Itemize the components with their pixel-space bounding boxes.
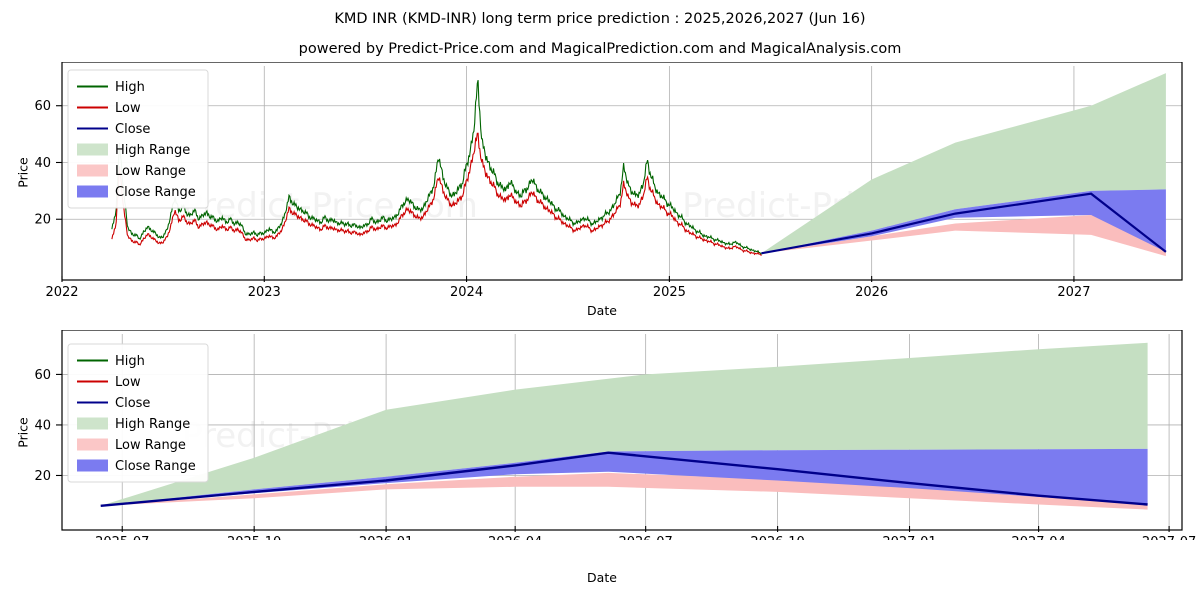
page-title: KMD INR (KMD-INR) long term price predic… [334, 11, 866, 27]
low-range-band [761, 215, 1166, 257]
svg-text:2025: 2025 [653, 285, 686, 300]
svg-text:Close Range: Close Range [115, 459, 196, 474]
svg-text:2022: 2022 [45, 285, 78, 300]
page-subtitle: powered by Predict-Price.com and Magical… [298, 41, 902, 57]
legend-item-low-range: Low Range [77, 164, 186, 179]
high-line-historical [111, 79, 762, 255]
svg-text:2027-01: 2027-01 [882, 535, 936, 540]
axis-ticks-top: 20 40 60 2022 2023 2024 2025 2026 2027 [34, 99, 1090, 300]
svg-text:2026-04: 2026-04 [488, 535, 542, 540]
svg-text:High Range: High Range [115, 417, 190, 432]
svg-text:60: 60 [34, 368, 51, 383]
close-range-band [100, 448, 1148, 506]
svg-text:20: 20 [34, 213, 51, 228]
close-line-forecast [761, 192, 1167, 255]
svg-text:20: 20 [34, 469, 51, 484]
low-line-historical [111, 132, 762, 257]
legend-item-close-range: Close Range [77, 459, 196, 474]
svg-text:Close: Close [115, 396, 150, 411]
legend-item-close: Close [77, 122, 150, 137]
close-range-band [761, 189, 1166, 254]
legend-item-low: Low [77, 101, 141, 116]
legend-bottom: High Low Close High Range Low Range Close Ran… [67, 343, 209, 483]
svg-text:2027-07: 2027-07 [1142, 535, 1196, 540]
svg-text:Low Range: Low Range [115, 438, 186, 453]
high-range-band [100, 342, 1148, 506]
svg-text:2026-01: 2026-01 [359, 535, 413, 540]
low-range-band [100, 472, 1148, 510]
y-axis-label-bottom: Price [15, 417, 31, 448]
svg-text:2027-04: 2027-04 [1011, 535, 1065, 540]
x-axis-label-bottom: Date [587, 570, 617, 585]
top-chart-plot: Predict-Price.comPredict-Price.comPredic… [34, 62, 1183, 300]
svg-text:2026: 2026 [855, 285, 888, 300]
svg-text:2026-10: 2026-10 [750, 535, 804, 540]
legend-item-close-range: Close Range [77, 185, 196, 200]
svg-text:2026-07: 2026-07 [618, 535, 672, 540]
close-line-forecast [100, 451, 1148, 507]
legend-top: High Low Close High Range Low Range Close Ran… [67, 69, 209, 209]
svg-text:Low: Low [115, 101, 141, 116]
svg-text:Close: Close [115, 122, 150, 137]
svg-text:Low Range: Low Range [115, 164, 186, 179]
high-range-band [761, 73, 1166, 254]
legend-item-high: High [77, 80, 145, 95]
svg-text:High: High [115, 80, 145, 95]
svg-text:Close Range: Close Range [115, 185, 196, 200]
svg-text:2027: 2027 [1057, 285, 1090, 300]
svg-text:Low: Low [115, 375, 141, 390]
legend-item-close: Close [77, 396, 150, 411]
axis-ticks-bottom: 20 40 60 2025-07 2025-10 2026-01 2026-04 2026-0… [34, 368, 1196, 540]
legend-item-high-range: High Range [77, 417, 190, 432]
svg-text:2025-07: 2025-07 [95, 535, 149, 540]
svg-text:60: 60 [34, 99, 51, 114]
legend-item-high: High [77, 354, 145, 369]
svg-text:High Range: High Range [115, 143, 190, 158]
svg-text:2025-10: 2025-10 [227, 535, 281, 540]
svg-text:High: High [115, 354, 145, 369]
y-axis-label-top: Price [15, 157, 31, 188]
legend-item-high-range: High Range [77, 143, 190, 158]
svg-text:40: 40 [34, 156, 51, 171]
svg-text:40: 40 [34, 418, 51, 433]
x-axis-label-top: Date [587, 303, 617, 318]
legend-item-low: Low [77, 375, 141, 390]
svg-text:2024: 2024 [450, 285, 483, 300]
svg-text:2023: 2023 [248, 285, 281, 300]
legend-item-low-range: Low Range [77, 438, 186, 453]
